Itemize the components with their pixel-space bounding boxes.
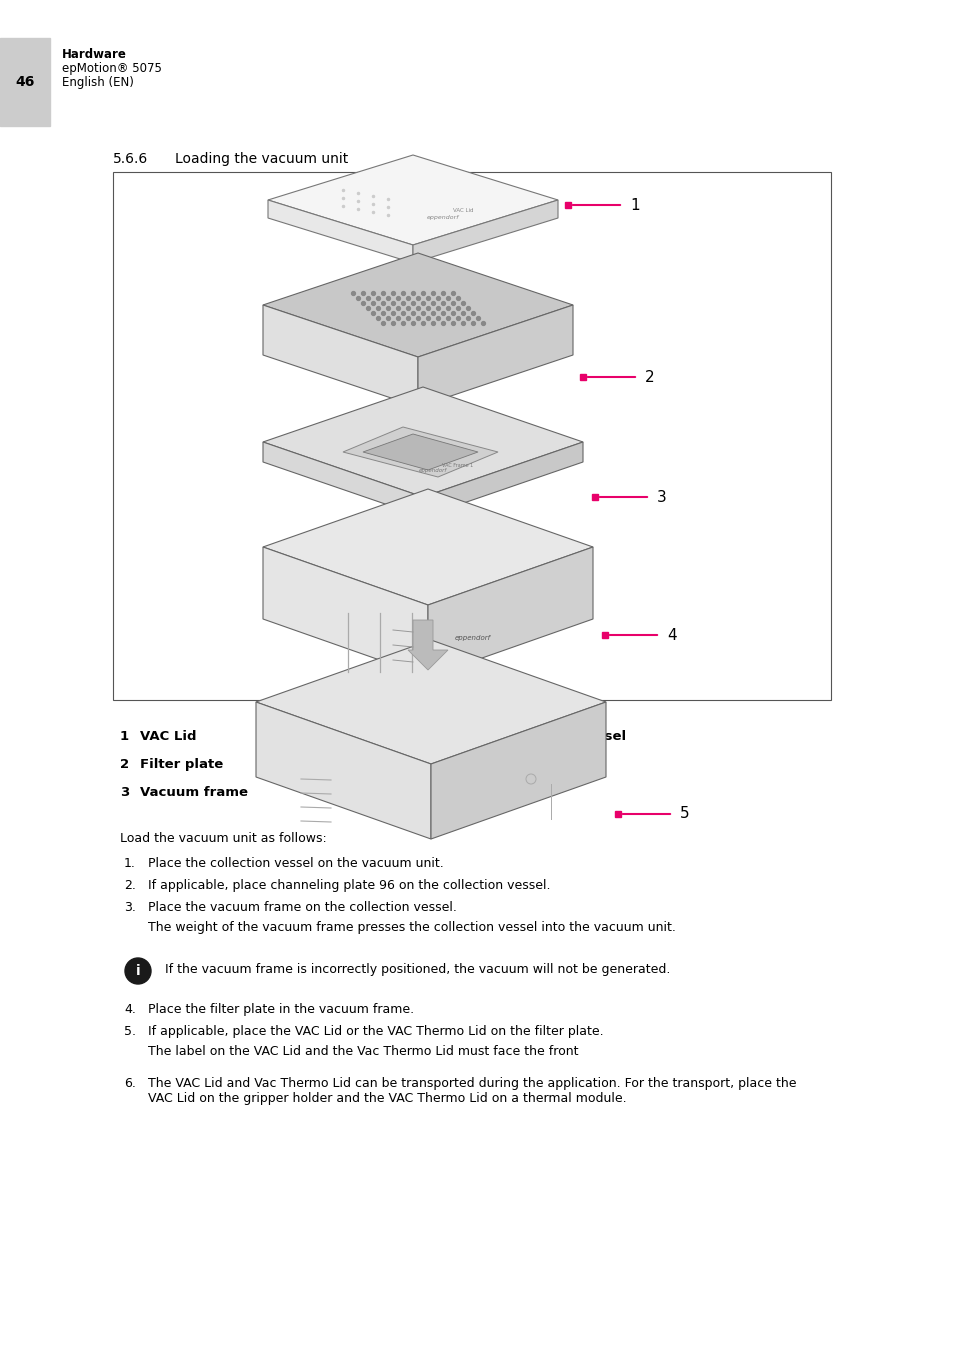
Text: Load the vacuum unit as follows:: Load the vacuum unit as follows:	[120, 832, 327, 845]
Polygon shape	[263, 305, 417, 406]
Text: The label on the VAC Lid and the Vac Thermo Lid must face the front: The label on the VAC Lid and the Vac The…	[148, 1045, 578, 1058]
Polygon shape	[431, 702, 605, 838]
Text: If applicable, place the VAC Lid or the VAC Thermo Lid on the filter plate.: If applicable, place the VAC Lid or the …	[148, 1025, 603, 1038]
Text: 2: 2	[644, 370, 654, 385]
Text: 1.: 1.	[124, 857, 135, 869]
Text: 3: 3	[657, 490, 666, 505]
Text: Place the collection vessel on the vacuum unit.: Place the collection vessel on the vacuu…	[148, 857, 443, 869]
Text: Vacuum frame: Vacuum frame	[140, 786, 248, 799]
Text: 2: 2	[120, 757, 129, 771]
Text: If the vacuum frame is incorrectly positioned, the vacuum will not be generated.: If the vacuum frame is incorrectly posit…	[165, 963, 670, 976]
Text: The VAC Lid and Vac Thermo Lid can be transported during the application. For th: The VAC Lid and Vac Thermo Lid can be tr…	[148, 1077, 796, 1106]
Polygon shape	[263, 387, 582, 497]
Text: Place the vacuum frame on the collection vessel.: Place the vacuum frame on the collection…	[148, 900, 456, 914]
Text: 1: 1	[120, 730, 129, 742]
Circle shape	[125, 958, 151, 984]
Text: eppendorf: eppendorf	[426, 216, 458, 220]
Text: Collection vessel: Collection vessel	[499, 730, 625, 742]
Text: 4.: 4.	[124, 1003, 135, 1017]
Polygon shape	[263, 252, 573, 356]
Text: eppendorf: eppendorf	[418, 468, 447, 472]
Text: Hardware: Hardware	[62, 49, 127, 61]
Text: Loading the vacuum unit: Loading the vacuum unit	[174, 153, 348, 166]
Polygon shape	[408, 620, 448, 670]
Text: 4: 4	[479, 730, 489, 742]
Text: 46: 46	[15, 76, 34, 89]
Text: 3.: 3.	[124, 900, 135, 914]
Text: eppendorf: eppendorf	[455, 634, 491, 641]
Text: 5.6.6: 5.6.6	[112, 153, 148, 166]
Polygon shape	[263, 547, 428, 676]
Text: 5: 5	[479, 757, 489, 771]
Polygon shape	[263, 489, 593, 605]
Text: 3: 3	[120, 786, 129, 799]
Polygon shape	[413, 200, 558, 263]
Polygon shape	[422, 441, 582, 517]
Text: i: i	[135, 964, 140, 977]
Text: VAC Frame 1: VAC Frame 1	[442, 463, 473, 468]
Text: VAC Lid: VAC Lid	[453, 208, 473, 212]
Text: VAC Lid: VAC Lid	[140, 730, 196, 742]
Text: If applicable, place channeling plate 96 on the collection vessel.: If applicable, place channeling plate 96…	[148, 879, 550, 892]
Polygon shape	[263, 441, 422, 517]
Text: 5: 5	[679, 806, 689, 822]
Polygon shape	[255, 640, 605, 764]
Polygon shape	[428, 547, 593, 676]
Bar	[0, 38, 50, 126]
Polygon shape	[417, 305, 573, 406]
Text: epMotion® 5075: epMotion® 5075	[62, 62, 162, 76]
Text: English (EN): English (EN)	[62, 76, 133, 89]
Text: 5.: 5.	[124, 1025, 136, 1038]
Text: 6.: 6.	[124, 1077, 135, 1089]
Text: 4: 4	[666, 628, 676, 643]
Text: The weight of the vacuum frame presses the collection vessel into the vacuum uni: The weight of the vacuum frame presses t…	[148, 921, 675, 934]
Polygon shape	[268, 155, 558, 244]
Text: Filter plate: Filter plate	[140, 757, 223, 771]
Polygon shape	[343, 427, 497, 477]
Polygon shape	[255, 702, 431, 838]
Bar	[112, 171, 830, 701]
Text: Place the filter plate in the vacuum frame.: Place the filter plate in the vacuum fra…	[148, 1003, 414, 1017]
Text: Vacuum unit: Vacuum unit	[499, 757, 593, 771]
Text: 2.: 2.	[124, 879, 135, 892]
Polygon shape	[363, 433, 477, 470]
Polygon shape	[268, 200, 413, 263]
Text: 1: 1	[629, 197, 639, 212]
